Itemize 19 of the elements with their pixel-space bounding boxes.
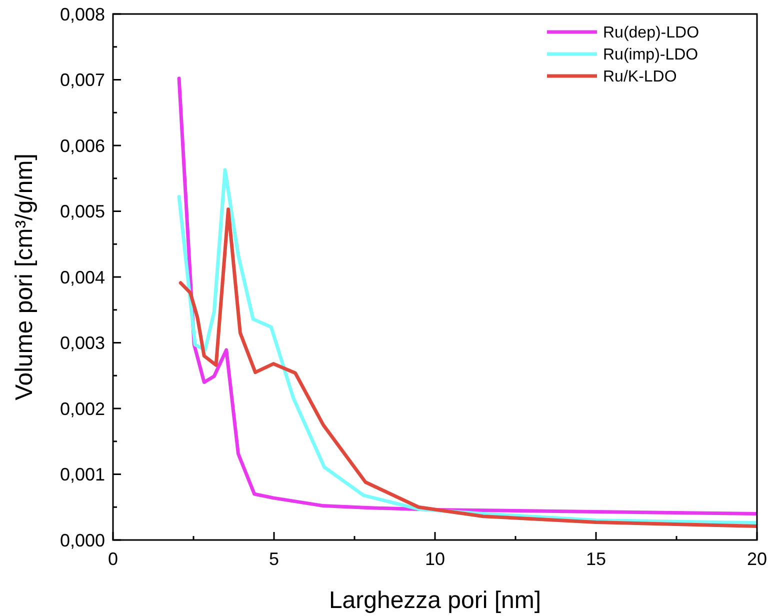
x-tick-label: 20: [746, 549, 768, 569]
y-tick-label: 0,007: [60, 70, 105, 90]
legend-label: Ru/K-LDO: [603, 68, 677, 86]
y-tick-label: 0,004: [60, 267, 105, 288]
y-tick-label: 0,006: [60, 136, 105, 156]
y-tick-label: 0,001: [60, 464, 105, 485]
y-tick-label: 0,000: [60, 530, 105, 550]
y-tick-label: 0,002: [60, 398, 105, 419]
y-tick-label: 0,005: [60, 202, 105, 222]
x-tick-label: 0: [108, 549, 118, 569]
legend-label: Ru(dep)-LDO: [603, 24, 700, 42]
legend-label: Ru(imp)-LDO: [603, 46, 698, 64]
x-axis-title: Larghezza pori [nm]: [328, 587, 542, 614]
x-tick-label: 5: [268, 549, 280, 569]
x-tick-label: 15: [586, 549, 606, 569]
x-tick-label: 10: [424, 549, 446, 569]
y-tick-label: 0,003: [60, 333, 105, 354]
y-axis-title: Volume pori [cm³/g/nm]: [11, 154, 38, 400]
y-tick-label: 0,008: [60, 4, 105, 24]
